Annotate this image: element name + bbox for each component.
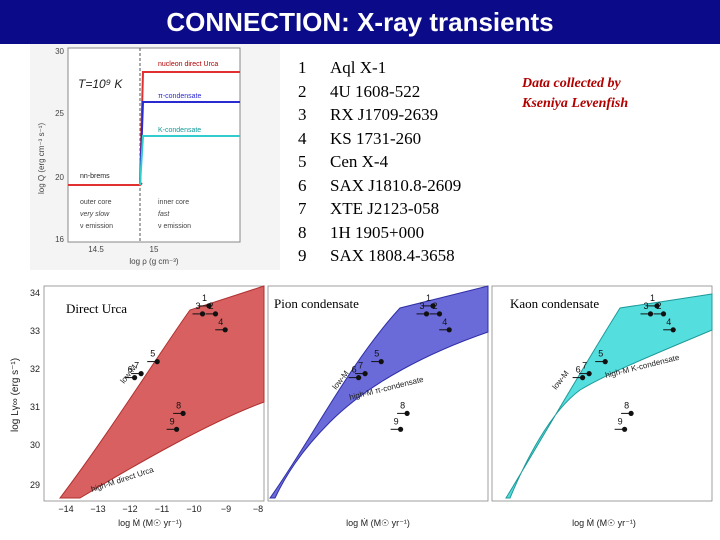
panel-label: Pion condensate [274, 296, 359, 311]
source-point-label: 7 [134, 361, 139, 371]
source-point-label: 4 [442, 317, 447, 327]
panel-label: Kaon condensate [510, 296, 599, 311]
source-point-label: 6 [128, 365, 133, 375]
emissivity-xlabel: log ρ (g cm⁻³) [129, 257, 179, 266]
temperature-label: T=10⁹ K [78, 77, 123, 91]
list-item: 9 SAX 1808.4-3658 [298, 246, 455, 265]
page-title: CONNECTION: X-ray transients [0, 0, 720, 44]
source-point-label: 4 [218, 317, 223, 327]
source-point-label: 9 [170, 416, 175, 426]
kaon-curve [139, 135, 240, 186]
panel-xtick: −9 [221, 504, 231, 514]
source-point-label: 1 [650, 293, 655, 303]
emissivity-plot: 30 25 20 16 log Q (erg cm⁻³ s⁻¹) 14.5 15… [30, 44, 280, 270]
panel-xlabel: log Ṁ (M☉ yr⁻¹) [346, 518, 410, 528]
panel-ytick: 31 [30, 402, 40, 412]
source-point-label: 8 [400, 400, 405, 410]
inner-core-label: inner core [158, 199, 189, 206]
panel-xticks: −14 −13 −12 −11 −10 −9 −8 log Ṁ (M☉ yr⁻¹… [58, 504, 636, 528]
emissivity-frame [67, 47, 241, 243]
source-point-label: 5 [598, 349, 603, 359]
inner-core-label: ν emission [158, 223, 191, 230]
panel-ytick: 30 [30, 440, 40, 450]
source-point-label: 3 [644, 301, 649, 311]
panel-xtick: −11 [155, 504, 170, 514]
source-point-label: 8 [176, 400, 181, 410]
emissivity-ytick: 30 [55, 47, 64, 56]
list-item: 5 Cen X-4 [298, 152, 389, 171]
panel-ytick: 34 [30, 288, 40, 298]
source-list: 1 Aql X-1 2 4U 1608-522 3 RX J1709-2639 4 KS… [298, 56, 461, 268]
source-point-label: 1 [426, 293, 431, 303]
list-item: 2 4U 1608-522 [298, 81, 421, 101]
emissivity-ytick: 25 [55, 109, 64, 118]
panel-xtick: −14 [58, 504, 73, 514]
panel-xtick: −13 [90, 504, 105, 514]
source-point-label: 5 [374, 349, 379, 359]
panel-ytick: 29 [30, 480, 40, 490]
source-point-label: 5 [150, 349, 155, 359]
emissivity-ylabel: log Q (erg cm⁻³ s⁻¹) [37, 123, 46, 194]
panel-xlabel: log Ṁ (M☉ yr⁻¹) [572, 518, 636, 528]
source-point-label: 4 [666, 317, 671, 327]
credit-line: Data collected by [522, 76, 621, 91]
source-point-label: 2 [209, 301, 214, 311]
legend-direct-urca: nucleon direct Urca [158, 61, 218, 68]
list-item: 8 1H 1905+000 [298, 222, 425, 242]
source-point-label: 6 [576, 365, 581, 375]
kaon-panel: Kaon condensate high-M K-condensate low-… [491, 285, 713, 502]
list-item: 1 Aql X-1 [298, 58, 387, 77]
outer-core-label: ν emission [80, 223, 113, 230]
legend-kaon: K-condensate [158, 127, 201, 134]
list-item: 6 SAX J1810.8-2609 [298, 175, 462, 195]
legend-pion: π-condensate [158, 93, 201, 100]
credit-note: Data collected by Kseniya Levenfish [522, 74, 628, 114]
source-point-label: 9 [618, 416, 623, 426]
panel-xtick: −12 [122, 504, 137, 514]
emissivity-ytick: 16 [55, 235, 64, 244]
list-item: 3 RX J1709-2639 [298, 105, 439, 124]
list-item: 4 KS 1731-260 [298, 128, 422, 148]
cooling-band [269, 285, 489, 499]
list-item: 7 XTE J2123-058 [298, 199, 440, 218]
legend-brems: nn-brems [80, 173, 110, 180]
source-point-label: 9 [394, 416, 399, 426]
outer-core-label: outer core [80, 199, 112, 206]
source-point [602, 359, 608, 365]
source-point-label: 8 [624, 400, 629, 410]
pion-panel: Pion condensate high-M π-condensate low-… [267, 285, 489, 502]
cooling-band [58, 285, 265, 499]
emissivity-xtick: 15 [150, 245, 159, 254]
source-point-label: 2 [657, 301, 662, 311]
luminosity-panels: log Lγ∞ (erg s⁻¹) 34 33 32 31 30 29 Dire… [10, 285, 713, 528]
panel-xtick: −8 [253, 504, 263, 514]
source-point [670, 327, 676, 333]
source-point-label: 7 [582, 361, 587, 371]
credit-line: Kseniya Levenfish [522, 96, 629, 111]
source-point-label: 2 [433, 301, 438, 311]
cooling-band [505, 293, 713, 499]
emissivity-ytick: 20 [55, 173, 64, 182]
panel-ytick: 32 [30, 364, 40, 374]
source-point-label: 7 [358, 361, 363, 371]
panel-xlabel: log Ṁ (M☉ yr⁻¹) [118, 518, 182, 528]
panel-ytick: 33 [30, 326, 40, 336]
emissivity-xtick: 14.5 [88, 245, 104, 254]
source-point-label: 3 [420, 301, 425, 311]
panel-xtick: −10 [186, 504, 201, 514]
source-point-label: 6 [352, 365, 357, 375]
inner-core-label: fast [158, 211, 170, 218]
panel-label: Direct Urca [66, 301, 127, 316]
source-point-label: 3 [196, 301, 201, 311]
outer-core-label: very slow [80, 211, 110, 218]
direct-urca-panel: Direct Urca high-M direct Urca low-M [43, 285, 265, 502]
panel-ylabel: log Lγ∞ (erg s⁻¹) [10, 358, 21, 432]
source-point-label: 1 [202, 293, 207, 303]
